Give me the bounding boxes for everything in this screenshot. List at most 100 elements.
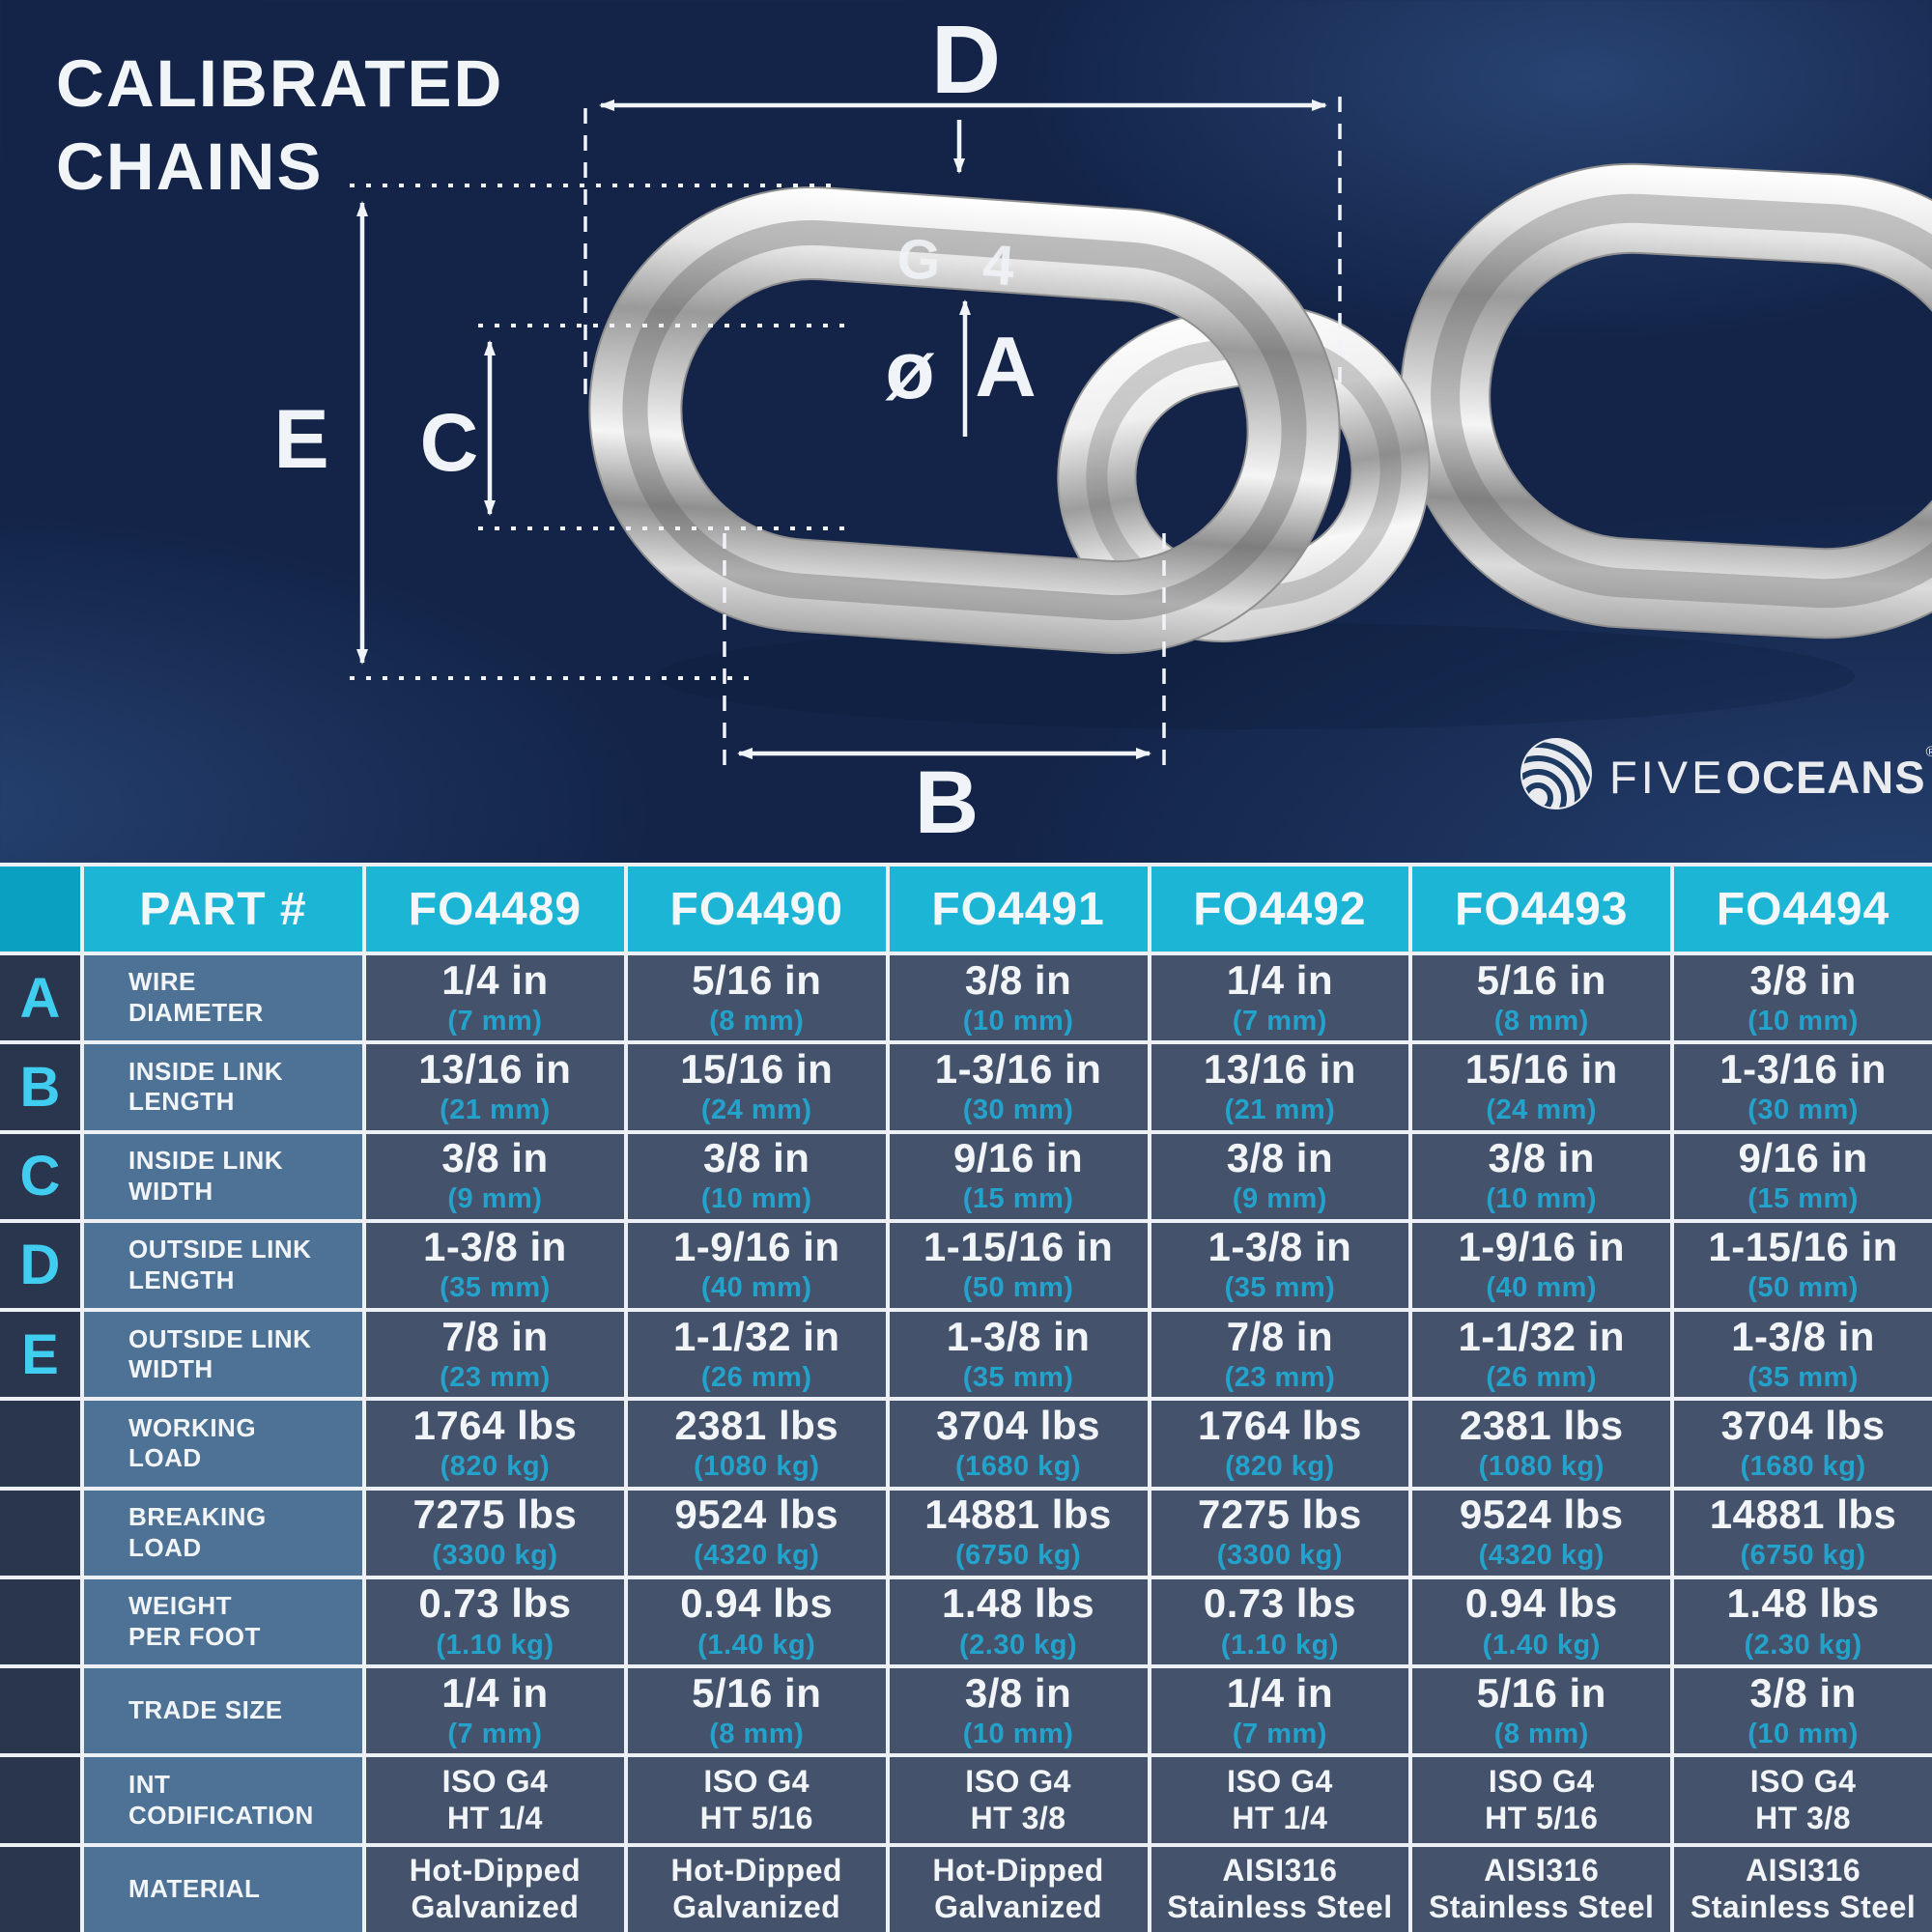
value-main: 1/4 in [1226, 956, 1334, 1003]
logo-word-oceans: OCEANS [1725, 752, 1926, 803]
column-header-fo4494: FO4494 [1674, 867, 1932, 952]
value-sub: (6750 kg) [954, 1540, 1082, 1572]
value-main: 0.73 lbs [418, 1580, 572, 1627]
value-sub: (1.40 kg) [1482, 1629, 1601, 1661]
value-fo4492-row4: 7/8 in (23 mm) [1151, 1312, 1409, 1398]
dimension-c [478, 324, 850, 530]
value-main: 3/8 in [1749, 956, 1857, 1003]
value-fo4490-row9: ISO G4 HT 5/16 [627, 1757, 886, 1843]
value-fo4491-row10: Hot-Dipped Galvanized [889, 1846, 1148, 1932]
value-fo4489-row10: Hot-Dipped Galvanized [366, 1846, 624, 1932]
page-title-line2: CHAINS [56, 129, 324, 204]
value-sub: (8 mm) [709, 1005, 805, 1037]
row-label-0: WIRE DIAMETER [84, 955, 362, 1041]
value-main: 3/8 in [1749, 1669, 1857, 1716]
value-main: 5/16 in [692, 1669, 822, 1716]
value-sub: Galvanized [672, 1889, 841, 1924]
value-main: 14881 lbs [1709, 1492, 1897, 1538]
value-sub: (3300 kg) [432, 1540, 558, 1572]
value-main: 1-15/16 in [923, 1224, 1114, 1270]
value-sub: HT 5/16 [1485, 1800, 1599, 1835]
page-title: CALIBRATED CHAINS [56, 43, 503, 209]
value-fo4492-row6: 7275 lbs (3300 kg) [1151, 1490, 1409, 1576]
value-sub: (10 mm) [1747, 1005, 1859, 1037]
page-title-line1: CALIBRATED [56, 46, 504, 121]
value-fo4493-row3: 1-9/16 in (40 mm) [1412, 1222, 1671, 1309]
chain-link-right [1400, 162, 1932, 639]
value-main: 1-3/16 in [934, 1045, 1102, 1092]
g4-stamp: G 4 [895, 227, 1031, 298]
row-label-6: BREAKING LOAD [84, 1490, 362, 1576]
value-main: 2381 lbs [1459, 1402, 1624, 1448]
value-sub: (35 mm) [1747, 1361, 1859, 1393]
value-sub: (30 mm) [1747, 1094, 1859, 1125]
value-main: ISO G4 [965, 1763, 1071, 1799]
value-fo4489-row4: 7/8 in (23 mm) [366, 1312, 624, 1398]
value-main: ISO G4 [1227, 1763, 1333, 1799]
value-main: 1-9/16 in [672, 1224, 840, 1270]
value-sub: (30 mm) [962, 1094, 1074, 1125]
value-main: 5/16 in [1476, 956, 1606, 1003]
five-oceans-logo-mark [1520, 738, 1592, 810]
dimension-d [583, 97, 1342, 406]
value-sub: (50 mm) [1747, 1272, 1859, 1304]
dimension-letter-empty [0, 1757, 80, 1843]
value-fo4491-row1: 1-3/16 in (30 mm) [889, 1044, 1148, 1130]
value-sub: (3300 kg) [1216, 1540, 1344, 1572]
value-main: 7/8 in [441, 1313, 549, 1359]
value-fo4491-row9: ISO G4 HT 3/8 [889, 1757, 1148, 1843]
value-fo4489-row1: 13/16 in (21 mm) [366, 1044, 624, 1130]
value-sub: (26 mm) [1486, 1361, 1598, 1393]
value-fo4492-row8: 1/4 in (7 mm) [1151, 1668, 1409, 1754]
value-sub: (1.10 kg) [436, 1629, 554, 1661]
value-main: Hot-Dipped [670, 1853, 842, 1889]
value-fo4493-row10: AISI316 Stainless Steel [1412, 1846, 1671, 1932]
value-main: 9524 lbs [674, 1492, 839, 1538]
value-sub: Galvanized [934, 1889, 1103, 1924]
value-sub: (1080 kg) [694, 1451, 820, 1483]
value-fo4490-row2: 3/8 in (10 mm) [627, 1133, 886, 1219]
value-main: ISO G4 [1488, 1763, 1595, 1799]
value-main: 1-1/32 in [1458, 1313, 1626, 1359]
value-sub: (10 mm) [700, 1183, 812, 1215]
value-sub: (8 mm) [1493, 1718, 1589, 1749]
chain-link-main: G 4 [588, 186, 1341, 655]
dim-label-a: A [975, 319, 1037, 414]
value-fo4489-row5: 1764 lbs (820 kg) [366, 1401, 624, 1487]
value-fo4492-row0: 1/4 in (7 mm) [1151, 955, 1409, 1041]
value-fo4493-row1: 15/16 in (24 mm) [1412, 1044, 1671, 1130]
value-main: 1764 lbs [1198, 1402, 1362, 1448]
value-fo4490-row0: 5/16 in (8 mm) [627, 955, 886, 1041]
value-sub: (7 mm) [1232, 1005, 1327, 1037]
value-sub: (1080 kg) [1478, 1451, 1605, 1483]
value-fo4494-row9: ISO G4 HT 3/8 [1674, 1757, 1932, 1843]
value-main: 7/8 in [1226, 1313, 1334, 1359]
value-sub: (820 kg) [1225, 1451, 1335, 1483]
value-fo4494-row0: 3/8 in (10 mm) [1674, 955, 1932, 1041]
value-sub: (4320 kg) [1478, 1540, 1605, 1572]
value-sub: (35 mm) [440, 1272, 551, 1304]
value-sub: (7 mm) [447, 1718, 543, 1749]
value-fo4489-row0: 1/4 in (7 mm) [366, 955, 624, 1041]
value-sub: (7 mm) [1232, 1718, 1327, 1749]
row-label-8: TRADE SIZE [84, 1668, 362, 1754]
value-fo4492-row3: 1-3/8 in (35 mm) [1151, 1222, 1409, 1309]
value-sub: (6750 kg) [1740, 1540, 1866, 1572]
value-fo4491-row6: 14881 lbs (6750 kg) [889, 1490, 1148, 1576]
value-main: 9/16 in [1738, 1135, 1868, 1181]
value-fo4489-row9: ISO G4 HT 1/4 [366, 1757, 624, 1843]
value-main: 2381 lbs [674, 1402, 839, 1448]
value-main: 1-15/16 in [1708, 1224, 1898, 1270]
value-main: 15/16 in [680, 1045, 834, 1092]
value-main: 9524 lbs [1459, 1492, 1624, 1538]
value-main: 1/4 in [441, 1669, 549, 1716]
value-fo4489-row7: 0.73 lbs (1.10 kg) [366, 1578, 624, 1665]
value-main: 0.94 lbs [680, 1580, 834, 1627]
value-fo4493-row5: 2381 lbs (1080 kg) [1412, 1401, 1671, 1487]
value-sub: (15 mm) [1747, 1183, 1859, 1215]
logo-word-five: FIVE [1609, 752, 1726, 803]
value-main: 3/8 in [964, 1669, 1072, 1716]
value-main: 15/16 in [1464, 1045, 1618, 1092]
dimension-letter-b: B [0, 1044, 80, 1130]
row-label-5: WORKING LOAD [84, 1401, 362, 1487]
